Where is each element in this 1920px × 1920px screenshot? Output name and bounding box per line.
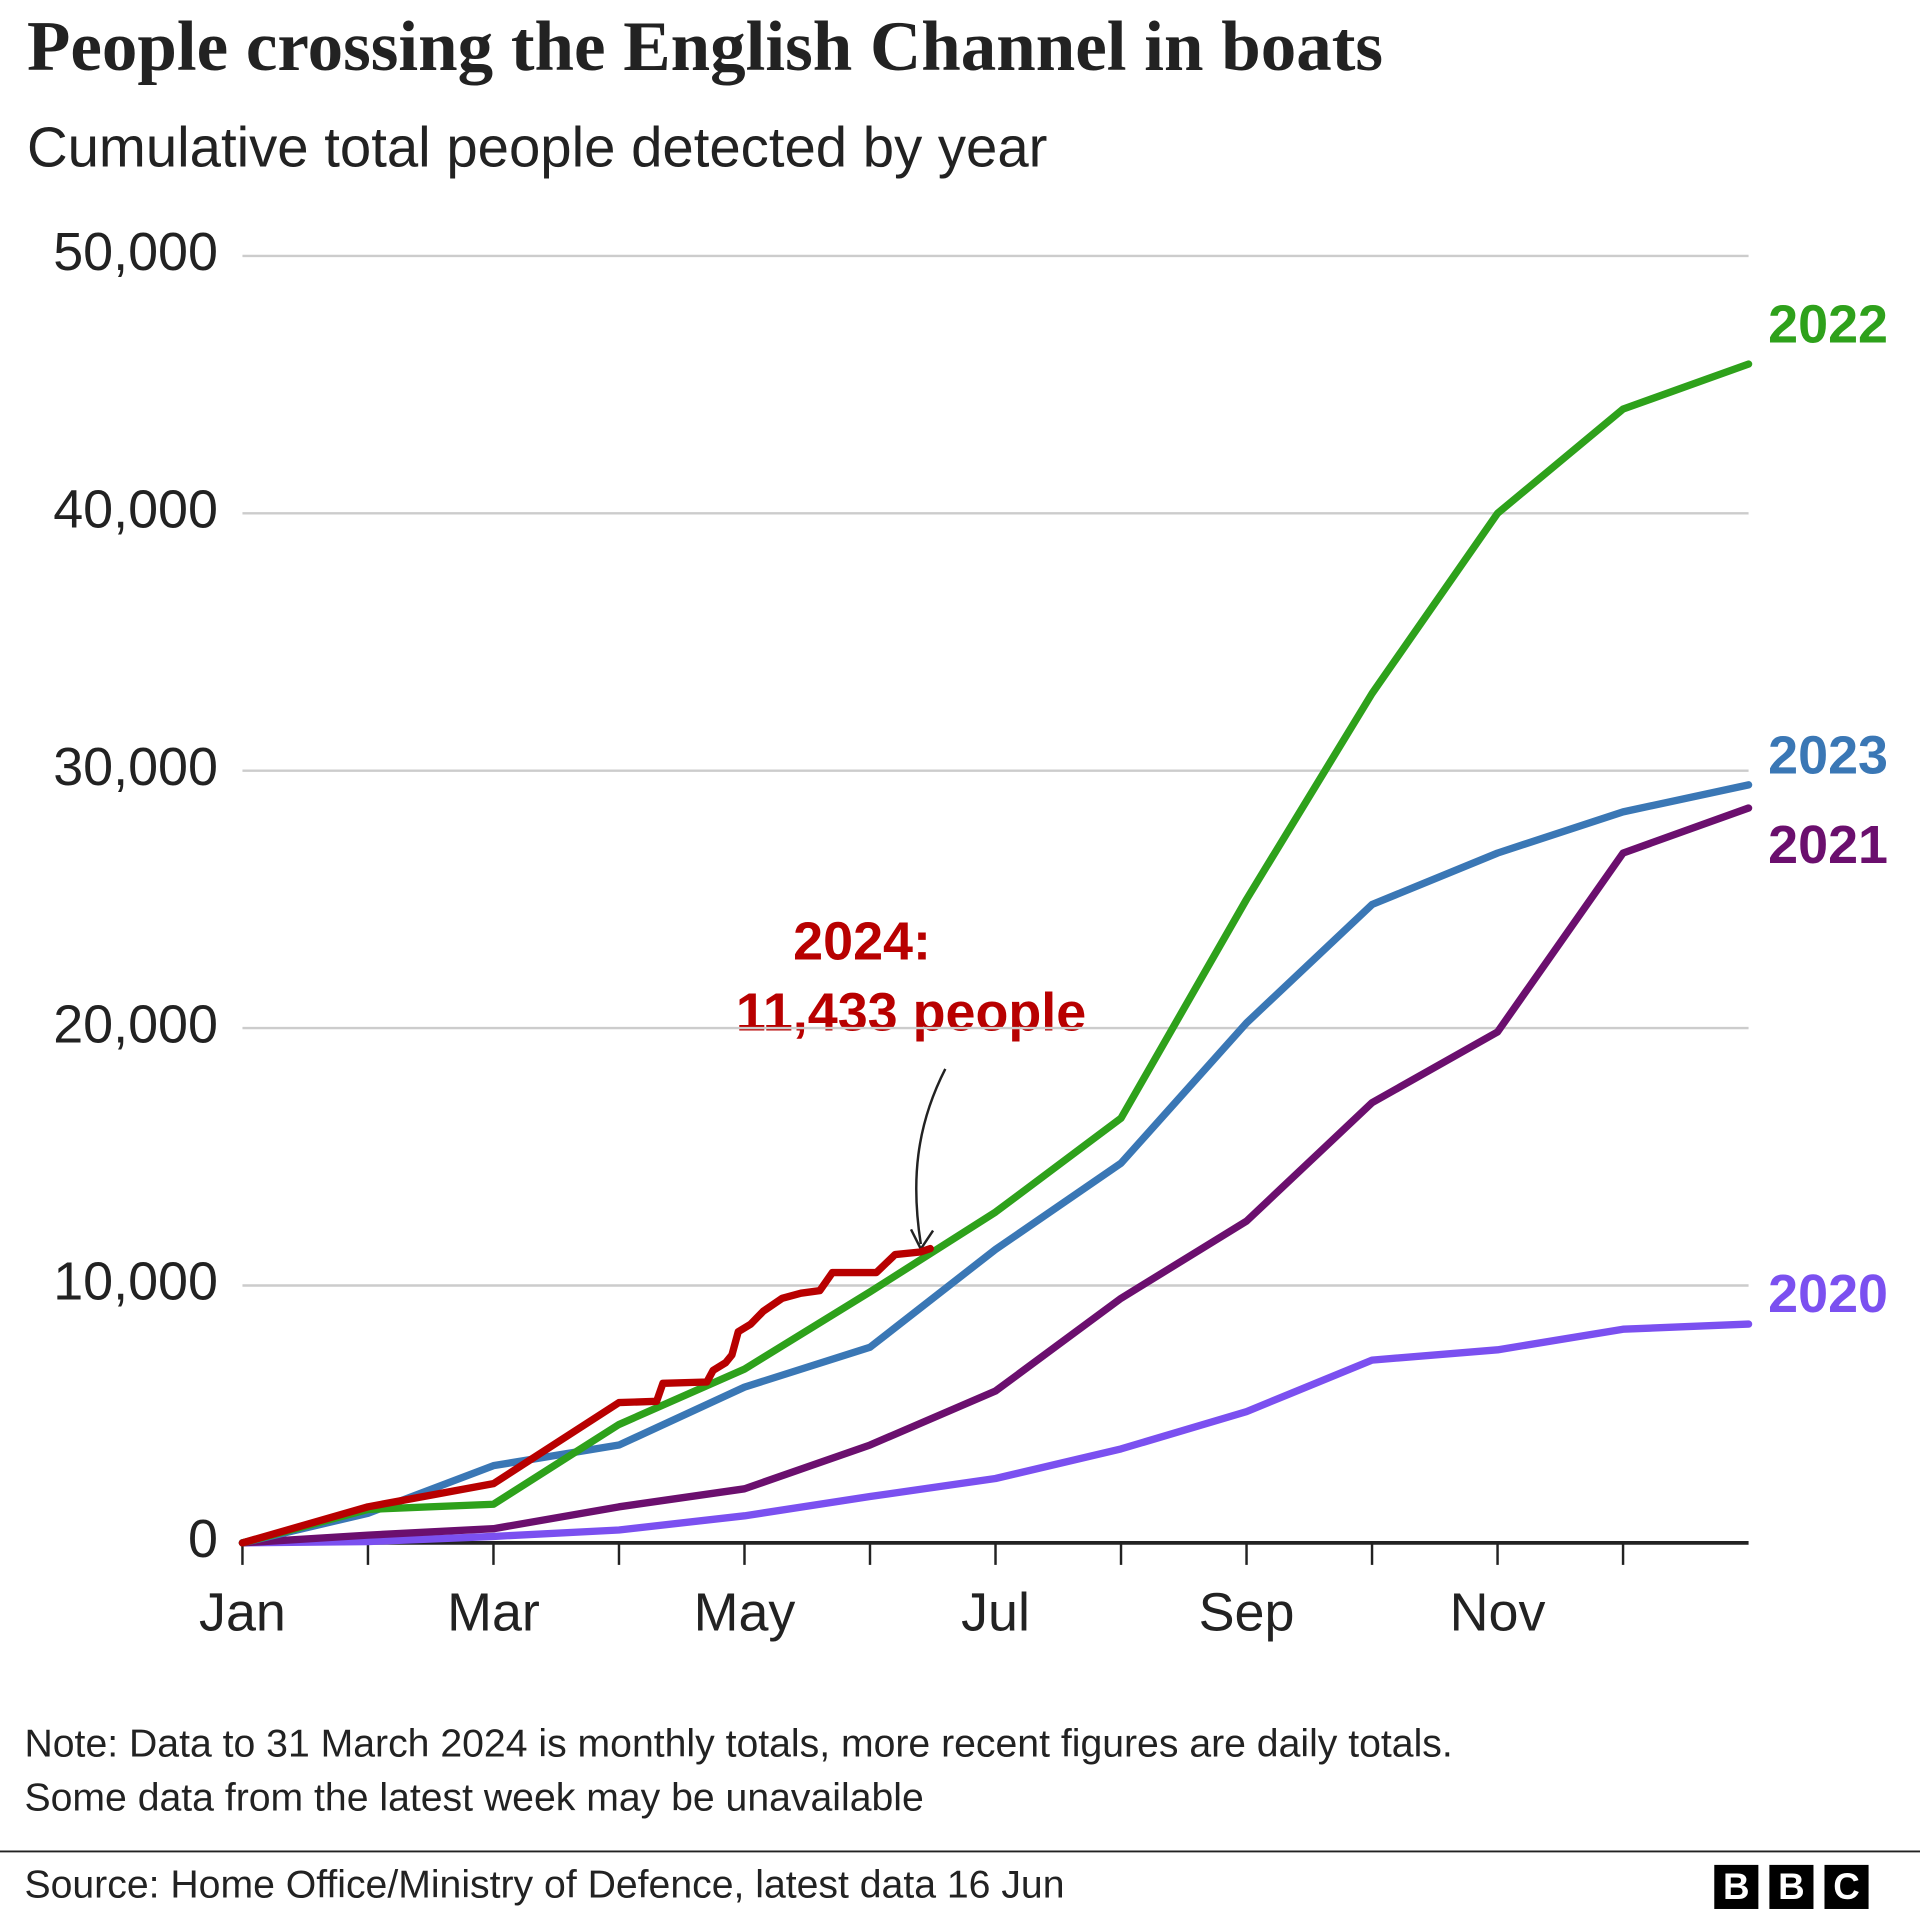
annotation-arrow bbox=[915, 1068, 947, 1245]
logo-letter: C bbox=[1833, 1866, 1860, 1907]
annotation: 2024: bbox=[793, 912, 931, 972]
series-label: 2021 bbox=[1768, 815, 1888, 875]
y-tick-label: 10,000 bbox=[53, 1252, 218, 1312]
series-line bbox=[238, 360, 1753, 1547]
source: Source: Home Office/Ministry of Defence,… bbox=[24, 1863, 1064, 1906]
y-tick-label: 50,000 bbox=[53, 222, 218, 282]
y-tick-label: 40,000 bbox=[53, 480, 218, 540]
chart-title: People crossing the English Channel in b… bbox=[27, 8, 1383, 86]
series-label: 2022 bbox=[1768, 294, 1888, 354]
logo-letter: B bbox=[1723, 1866, 1750, 1907]
y-tick-label: 30,000 bbox=[53, 737, 218, 797]
chart-subtitle: Cumulative total people detected by year bbox=[27, 116, 1047, 179]
y-tick-label: 0 bbox=[188, 1509, 218, 1569]
x-tick-label: Jan bbox=[199, 1583, 286, 1643]
x-tick-label: May bbox=[694, 1583, 796, 1643]
x-tick-label: Sep bbox=[1199, 1583, 1295, 1643]
x-tick-label: Mar bbox=[447, 1583, 540, 1643]
x-tick-label: Jul bbox=[961, 1583, 1030, 1643]
y-tick-label: 20,000 bbox=[53, 994, 218, 1054]
logo-box bbox=[1714, 1864, 1759, 1909]
series-line bbox=[238, 1244, 934, 1547]
series-label: 2020 bbox=[1768, 1264, 1888, 1324]
logo-letter: B bbox=[1778, 1866, 1805, 1907]
series-line bbox=[238, 781, 1753, 1547]
annotation: 11,433 people bbox=[736, 983, 1086, 1043]
note: Note: Data to 31 March 2024 is monthly t… bbox=[24, 1722, 1452, 1765]
note: Some data from the latest week may be un… bbox=[24, 1776, 923, 1819]
series-line bbox=[238, 1320, 1753, 1547]
series-line bbox=[238, 804, 1753, 1547]
logo-box bbox=[1824, 1864, 1869, 1909]
x-tick-label: Nov bbox=[1450, 1583, 1546, 1643]
logo-box bbox=[1769, 1864, 1814, 1909]
series-label: 2023 bbox=[1768, 725, 1888, 785]
